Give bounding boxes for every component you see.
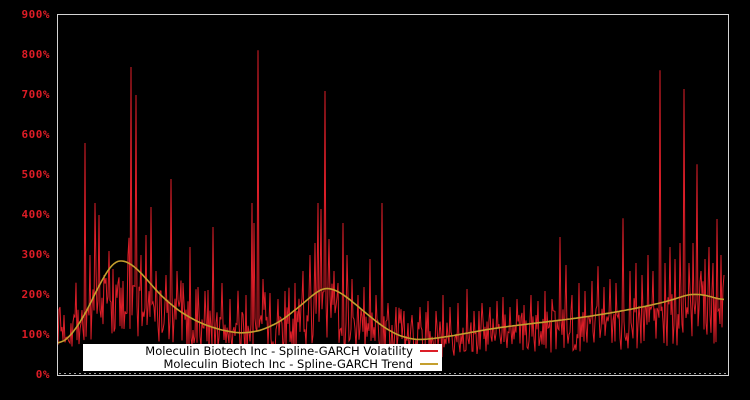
legend-label-volatility: Moleculin Biotech Inc - Spline-GARCH Vol… [145,343,413,358]
y-tick-label: 300% [21,248,50,261]
legend-line-sample-volatility-icon [420,350,438,352]
y-tick-label: 500% [21,168,50,181]
y-tick-label: 0% [35,368,50,381]
y-tick-label: 900% [21,8,50,21]
legend-row-volatility: Moleculin Biotech Inc - Spline-GARCH Vol… [83,343,442,358]
legend: Moleculin Biotech Inc - Spline-GARCH Vol… [83,344,442,371]
y-tick-label: 600% [21,128,50,141]
plot-canvas [58,50,727,374]
trend-series-line [58,260,725,344]
y-tick-label: 800% [21,48,50,61]
y-tick-label: 100% [21,328,50,341]
legend-label-trend: Moleculin Biotech Inc - Spline-GARCH Tre… [163,356,413,371]
legend-line-sample-trend-icon [420,363,438,365]
y-tick-label: 400% [21,208,50,221]
y-tick-label: 700% [21,88,50,101]
legend-row-trend: Moleculin Biotech Inc - Spline-GARCH Tre… [83,356,442,371]
plot-area [57,14,729,376]
y-tick-label: 200% [21,288,50,301]
